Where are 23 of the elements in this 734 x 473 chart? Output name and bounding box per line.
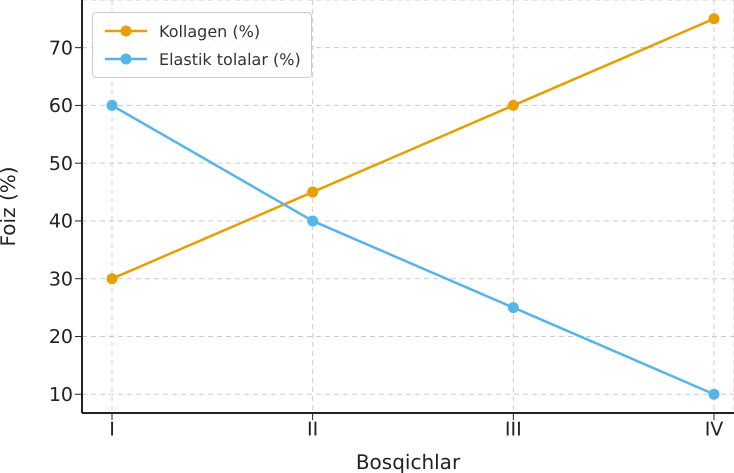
y-tick-label: 50 <box>48 152 73 175</box>
y-tick-label: 70 <box>48 37 73 60</box>
point <box>307 215 318 226</box>
point <box>106 100 118 111</box>
y-tick-label: 20 <box>48 326 73 348</box>
x-tick-label: II <box>307 418 318 440</box>
point <box>106 273 118 284</box>
legend-label: Kollagen (%) <box>159 22 260 40</box>
point <box>508 100 519 111</box>
y-axis-title: Foiz (%) <box>0 166 20 246</box>
x-tick-label: IV <box>704 418 724 440</box>
x-tick-label: III <box>504 418 522 440</box>
point <box>508 302 519 314</box>
legend-label: Elastik tolalar (%) <box>159 50 301 68</box>
y-tick-label: 10 <box>48 384 73 406</box>
point <box>307 186 318 198</box>
x-tick-label: I <box>109 418 115 440</box>
point <box>708 13 720 24</box>
y-tick-label: 60 <box>48 95 73 118</box>
point <box>708 388 720 400</box>
x-axis-title: Bosqichlar <box>356 450 461 473</box>
y-tick-label: 30 <box>48 268 73 290</box>
y-tick-label: 40 <box>48 210 73 233</box>
